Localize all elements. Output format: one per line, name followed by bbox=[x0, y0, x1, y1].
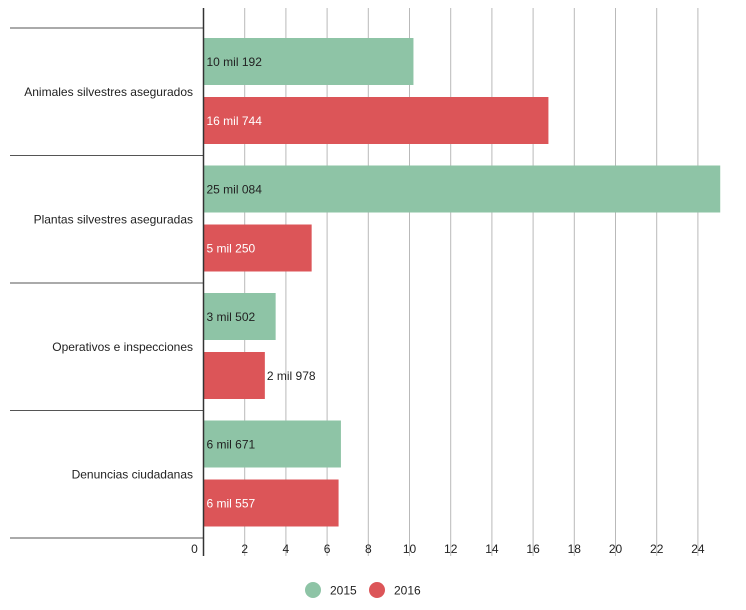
x-tick-label: 18 bbox=[568, 542, 582, 556]
x-tick-label: 2 bbox=[241, 542, 248, 556]
bar-data-label: 3 mil 502 bbox=[207, 310, 256, 324]
legend-swatch bbox=[369, 582, 385, 598]
bar-data-label: 5 mil 250 bbox=[207, 242, 256, 256]
x-tick-label: 24 bbox=[691, 542, 705, 556]
bar-2016 bbox=[203, 224, 312, 272]
bar-data-label: 2 mil 978 bbox=[267, 369, 316, 383]
bar-data-label: 16 mil 744 bbox=[207, 114, 263, 128]
bar-2015 bbox=[203, 38, 414, 85]
bar-data-label: 6 mil 557 bbox=[207, 497, 256, 511]
x-tick-labels: 0 2 4 6 8 10 12 14 16 18 20 22 24 bbox=[191, 542, 705, 556]
legend-swatch bbox=[305, 582, 321, 598]
legend: 2015 2016 bbox=[305, 582, 421, 598]
category-separators bbox=[10, 27, 204, 539]
bar-2016 bbox=[203, 479, 339, 527]
x-tick-label: 12 bbox=[444, 542, 458, 556]
bar-2016 bbox=[203, 97, 549, 144]
bar-2015 bbox=[203, 165, 721, 213]
bar-data-label: 6 mil 671 bbox=[207, 438, 256, 452]
bar-2015 bbox=[203, 420, 341, 468]
bars: 10 mil 192 16 mil 744 25 mil 084 5 mil 250 3… bbox=[203, 38, 721, 527]
x-tick-label: 22 bbox=[650, 542, 664, 556]
category-label: Operativos e inspecciones bbox=[52, 340, 193, 354]
category-label: Denuncias ciudadanas bbox=[72, 467, 193, 481]
grid-lines bbox=[244, 8, 699, 556]
x-tick-label: 16 bbox=[526, 542, 540, 556]
bar-data-label: 10 mil 192 bbox=[207, 55, 263, 69]
x-tick-label: 4 bbox=[283, 542, 290, 556]
category-label: Animales silvestres asegurados bbox=[24, 85, 193, 99]
legend-label: 2016 bbox=[394, 584, 421, 598]
x-tick-label: 20 bbox=[609, 542, 623, 556]
bar-2015 bbox=[203, 293, 276, 340]
bar-2016 bbox=[203, 352, 265, 399]
x-tick-label: 14 bbox=[485, 542, 499, 556]
x-tick-label: 10 bbox=[403, 542, 417, 556]
category-label: Plantas silvestres aseguradas bbox=[34, 212, 193, 226]
x-tick-label: 6 bbox=[324, 542, 331, 556]
category-labels: Animales silvestres asegurados Plantas si… bbox=[24, 85, 193, 482]
x-tick-label: 8 bbox=[365, 542, 372, 556]
legend-label: 2015 bbox=[330, 584, 357, 598]
bar-data-label: 25 mil 084 bbox=[207, 183, 263, 197]
x-tick-label: 0 bbox=[191, 542, 198, 556]
